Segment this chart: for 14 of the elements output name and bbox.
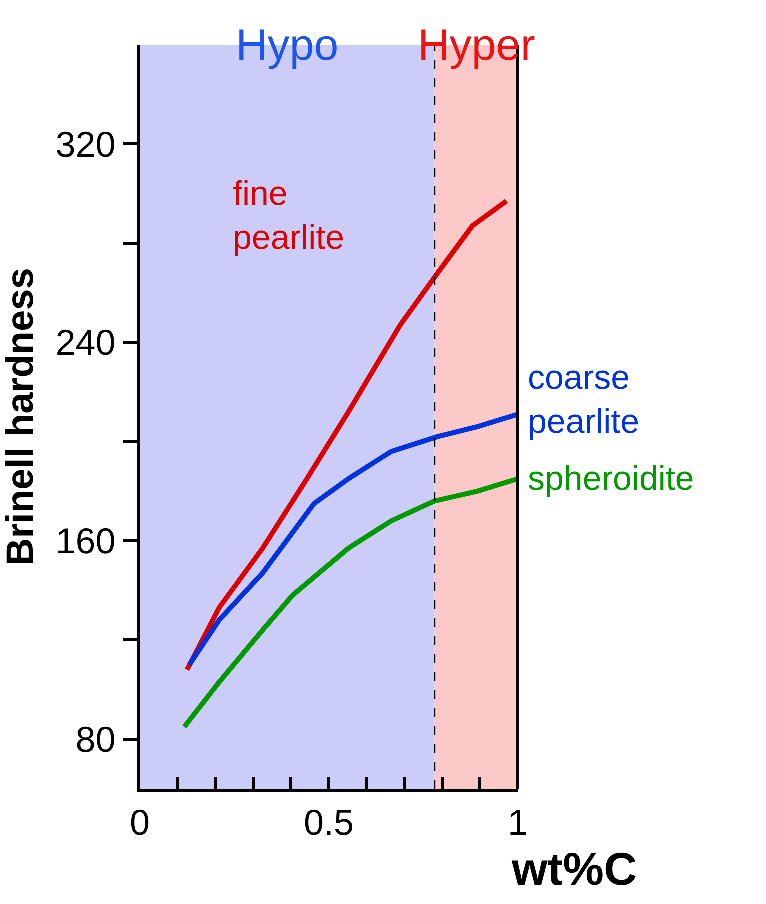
series-label: coarse pearlite [528,359,640,442]
y-tick-label: 320 [56,124,116,165]
y-axis-title: Brinell hardness [0,268,42,566]
x-axis-title: wt%C [511,843,638,895]
text: fine pearlite [233,175,345,258]
y-tick-label: 240 [56,322,116,364]
y-tick-label: 160 [56,520,116,562]
x-tick-label: 0 [130,802,150,844]
x-tick-label: 1 [508,802,528,844]
series-label: spheroidite [528,460,694,498]
band-label: Hyper [418,21,536,70]
band-label: Hypo [236,21,339,70]
x-tick-label: 0.5 [304,802,354,844]
y-tick-label: 80 [76,719,116,760]
